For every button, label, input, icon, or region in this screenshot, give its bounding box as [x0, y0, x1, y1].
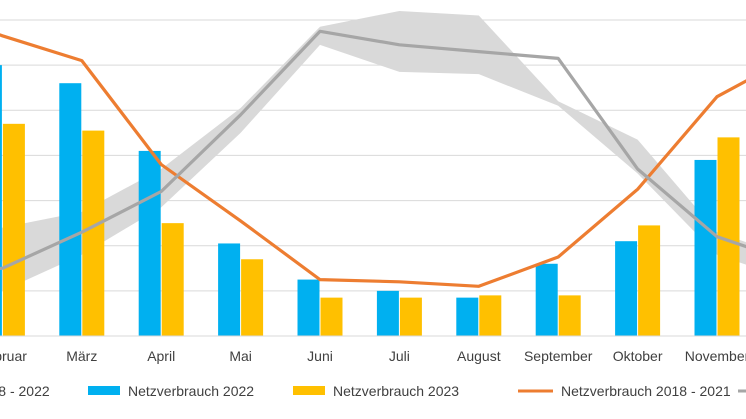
bar-netzverbrauch-2023-oktober — [638, 225, 661, 336]
bar-netzverbrauch-2022-september — [535, 263, 558, 336]
bar-netzverbrauch-2022-februar — [0, 65, 2, 337]
x-tick-label-m-rz: März — [66, 348, 97, 364]
x-tick-label-august: August — [457, 348, 501, 364]
legend-swatch — [293, 386, 325, 395]
line-series-2 — [0, 29, 746, 271]
legend-label: Netzverbrauch 2018 - 2021 — [561, 383, 731, 399]
bar-netzverbrauch-2023-november — [717, 137, 740, 336]
bar-netzverbrauch-2022-november — [694, 159, 717, 336]
bar-netzverbrauch-2022-april — [138, 150, 161, 336]
x-tick-label-oktober: Oktober — [613, 348, 663, 364]
legend-swatch — [88, 386, 120, 395]
bar-netzverbrauch-2022-mai — [218, 243, 241, 336]
legend-label: Netzverbrauch 2022 — [128, 383, 254, 399]
bar-series — [0, 65, 740, 337]
bar-netzverbrauch-2022-juni — [297, 279, 320, 336]
bar-netzverbrauch-2022-august — [456, 297, 479, 336]
legend-item-3: Netzverbrauch 2023 — [293, 383, 459, 399]
x-tick-label-juli: Juli — [389, 348, 410, 364]
x-tick-label-november: November — [685, 348, 746, 364]
x-tick-label-juni: Juni — [307, 348, 333, 364]
bar-netzverbrauch-2022-juli — [376, 290, 399, 336]
x-tick-label-september: September — [524, 348, 593, 364]
x-tick-label-mai: Mai — [229, 348, 252, 364]
legend-item-4: Netzverbrauch 2018 - 2021 — [518, 383, 731, 399]
legend-item-2: Netzverbrauch 2022 — [88, 383, 254, 399]
bar-netzverbrauch-2023-februar — [2, 123, 25, 336]
legend: Netzverbrauch 2018 - 2022 Netzverbrauch 2… — [0, 383, 746, 399]
bar-netzverbrauch-2022-m-rz — [59, 83, 82, 336]
bar-netzverbrauch-2023-juni — [320, 297, 343, 336]
x-tick-labels: JanuarFebruarMärzAprilMaiJuniJuliAugustS… — [0, 348, 746, 364]
bar-netzverbrauch-2023-juli — [399, 297, 422, 336]
bar-netzverbrauch-2023-mai — [241, 259, 264, 336]
bar-netzverbrauch-2023-august — [479, 295, 502, 336]
bar-netzverbrauch-2022-oktober — [615, 241, 638, 336]
bar-netzverbrauch-2023-september — [558, 295, 581, 336]
legend-label: Netzverbrauch 2023 — [333, 383, 459, 399]
x-tick-label-april: April — [147, 348, 175, 364]
bar-netzverbrauch-2023-m-rz — [82, 130, 105, 336]
bar-netzverbrauch-2023-april — [161, 223, 184, 336]
legend-item-1: Netzverbrauch 2018 - 2022 — [0, 383, 50, 399]
line-netzverbrauch-2018-2021 — [0, 33, 746, 288]
line-series — [0, 29, 746, 288]
x-tick-label-februar: Februar — [0, 348, 27, 364]
legend-label: Netzverbrauch 2018 - 2022 — [0, 383, 50, 399]
